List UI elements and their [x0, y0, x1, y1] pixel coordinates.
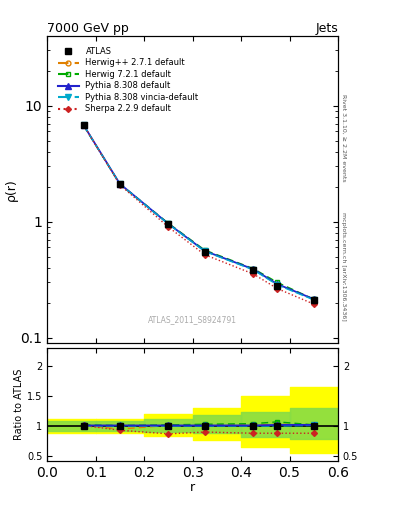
Text: mcplots.cern.ch [arXiv:1306.3436]: mcplots.cern.ch [arXiv:1306.3436]: [342, 212, 346, 321]
Text: 7000 GeV pp: 7000 GeV pp: [47, 22, 129, 35]
Legend: ATLAS, Herwig++ 2.7.1 default, Herwig 7.2.1 default, Pythia 8.308 default, Pythi: ATLAS, Herwig++ 2.7.1 default, Herwig 7.…: [55, 44, 202, 117]
X-axis label: r: r: [190, 481, 195, 494]
Text: Jets: Jets: [315, 22, 338, 35]
Y-axis label: Ratio to ATLAS: Ratio to ATLAS: [14, 369, 24, 440]
Y-axis label: ρ(r): ρ(r): [5, 178, 18, 201]
Text: ATLAS_2011_S8924791: ATLAS_2011_S8924791: [148, 315, 237, 325]
Text: Rivet 3.1.10, ≥ 2.2M events: Rivet 3.1.10, ≥ 2.2M events: [342, 94, 346, 182]
